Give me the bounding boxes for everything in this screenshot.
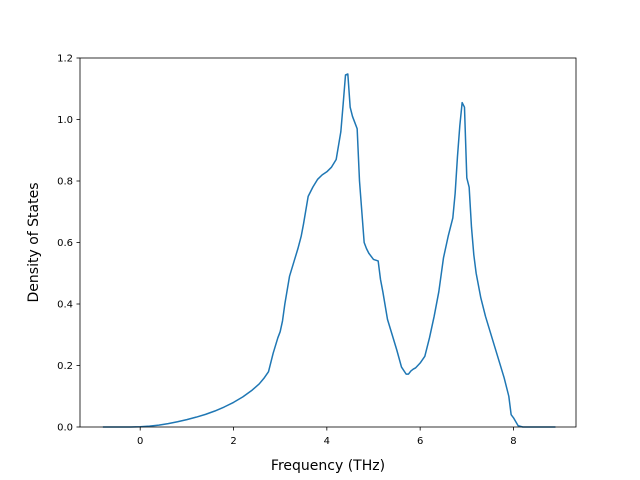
y-tick-label: 1.2 [57, 54, 73, 65]
y-tick-label: 0.6 [57, 238, 73, 249]
x-axis-label: Frequency (THz) [271, 458, 385, 474]
y-tick-label: 0.2 [57, 361, 73, 372]
y-tick-label: 0.0 [57, 423, 73, 434]
y-axis-ticks: 0.0 0.2 0.4 0.6 0.8 1.0 1.2 [57, 54, 80, 434]
dos-series-line-0 [102, 73, 556, 428]
x-axis-ticks: 0 2 4 6 8 [137, 427, 517, 447]
y-tick-label: 1.0 [57, 115, 73, 126]
x-tick-label: 6 [417, 436, 423, 447]
y-tick-label: 0.8 [57, 177, 73, 188]
x-tick-label: 4 [324, 436, 330, 447]
y-tick-label: 0.4 [57, 300, 73, 311]
y-axis-label: Density of States [26, 183, 42, 303]
plot-area [102, 73, 556, 428]
x-tick-label: 2 [230, 436, 236, 447]
x-tick-label: 8 [510, 436, 516, 447]
x-tick-label: 0 [137, 436, 143, 447]
